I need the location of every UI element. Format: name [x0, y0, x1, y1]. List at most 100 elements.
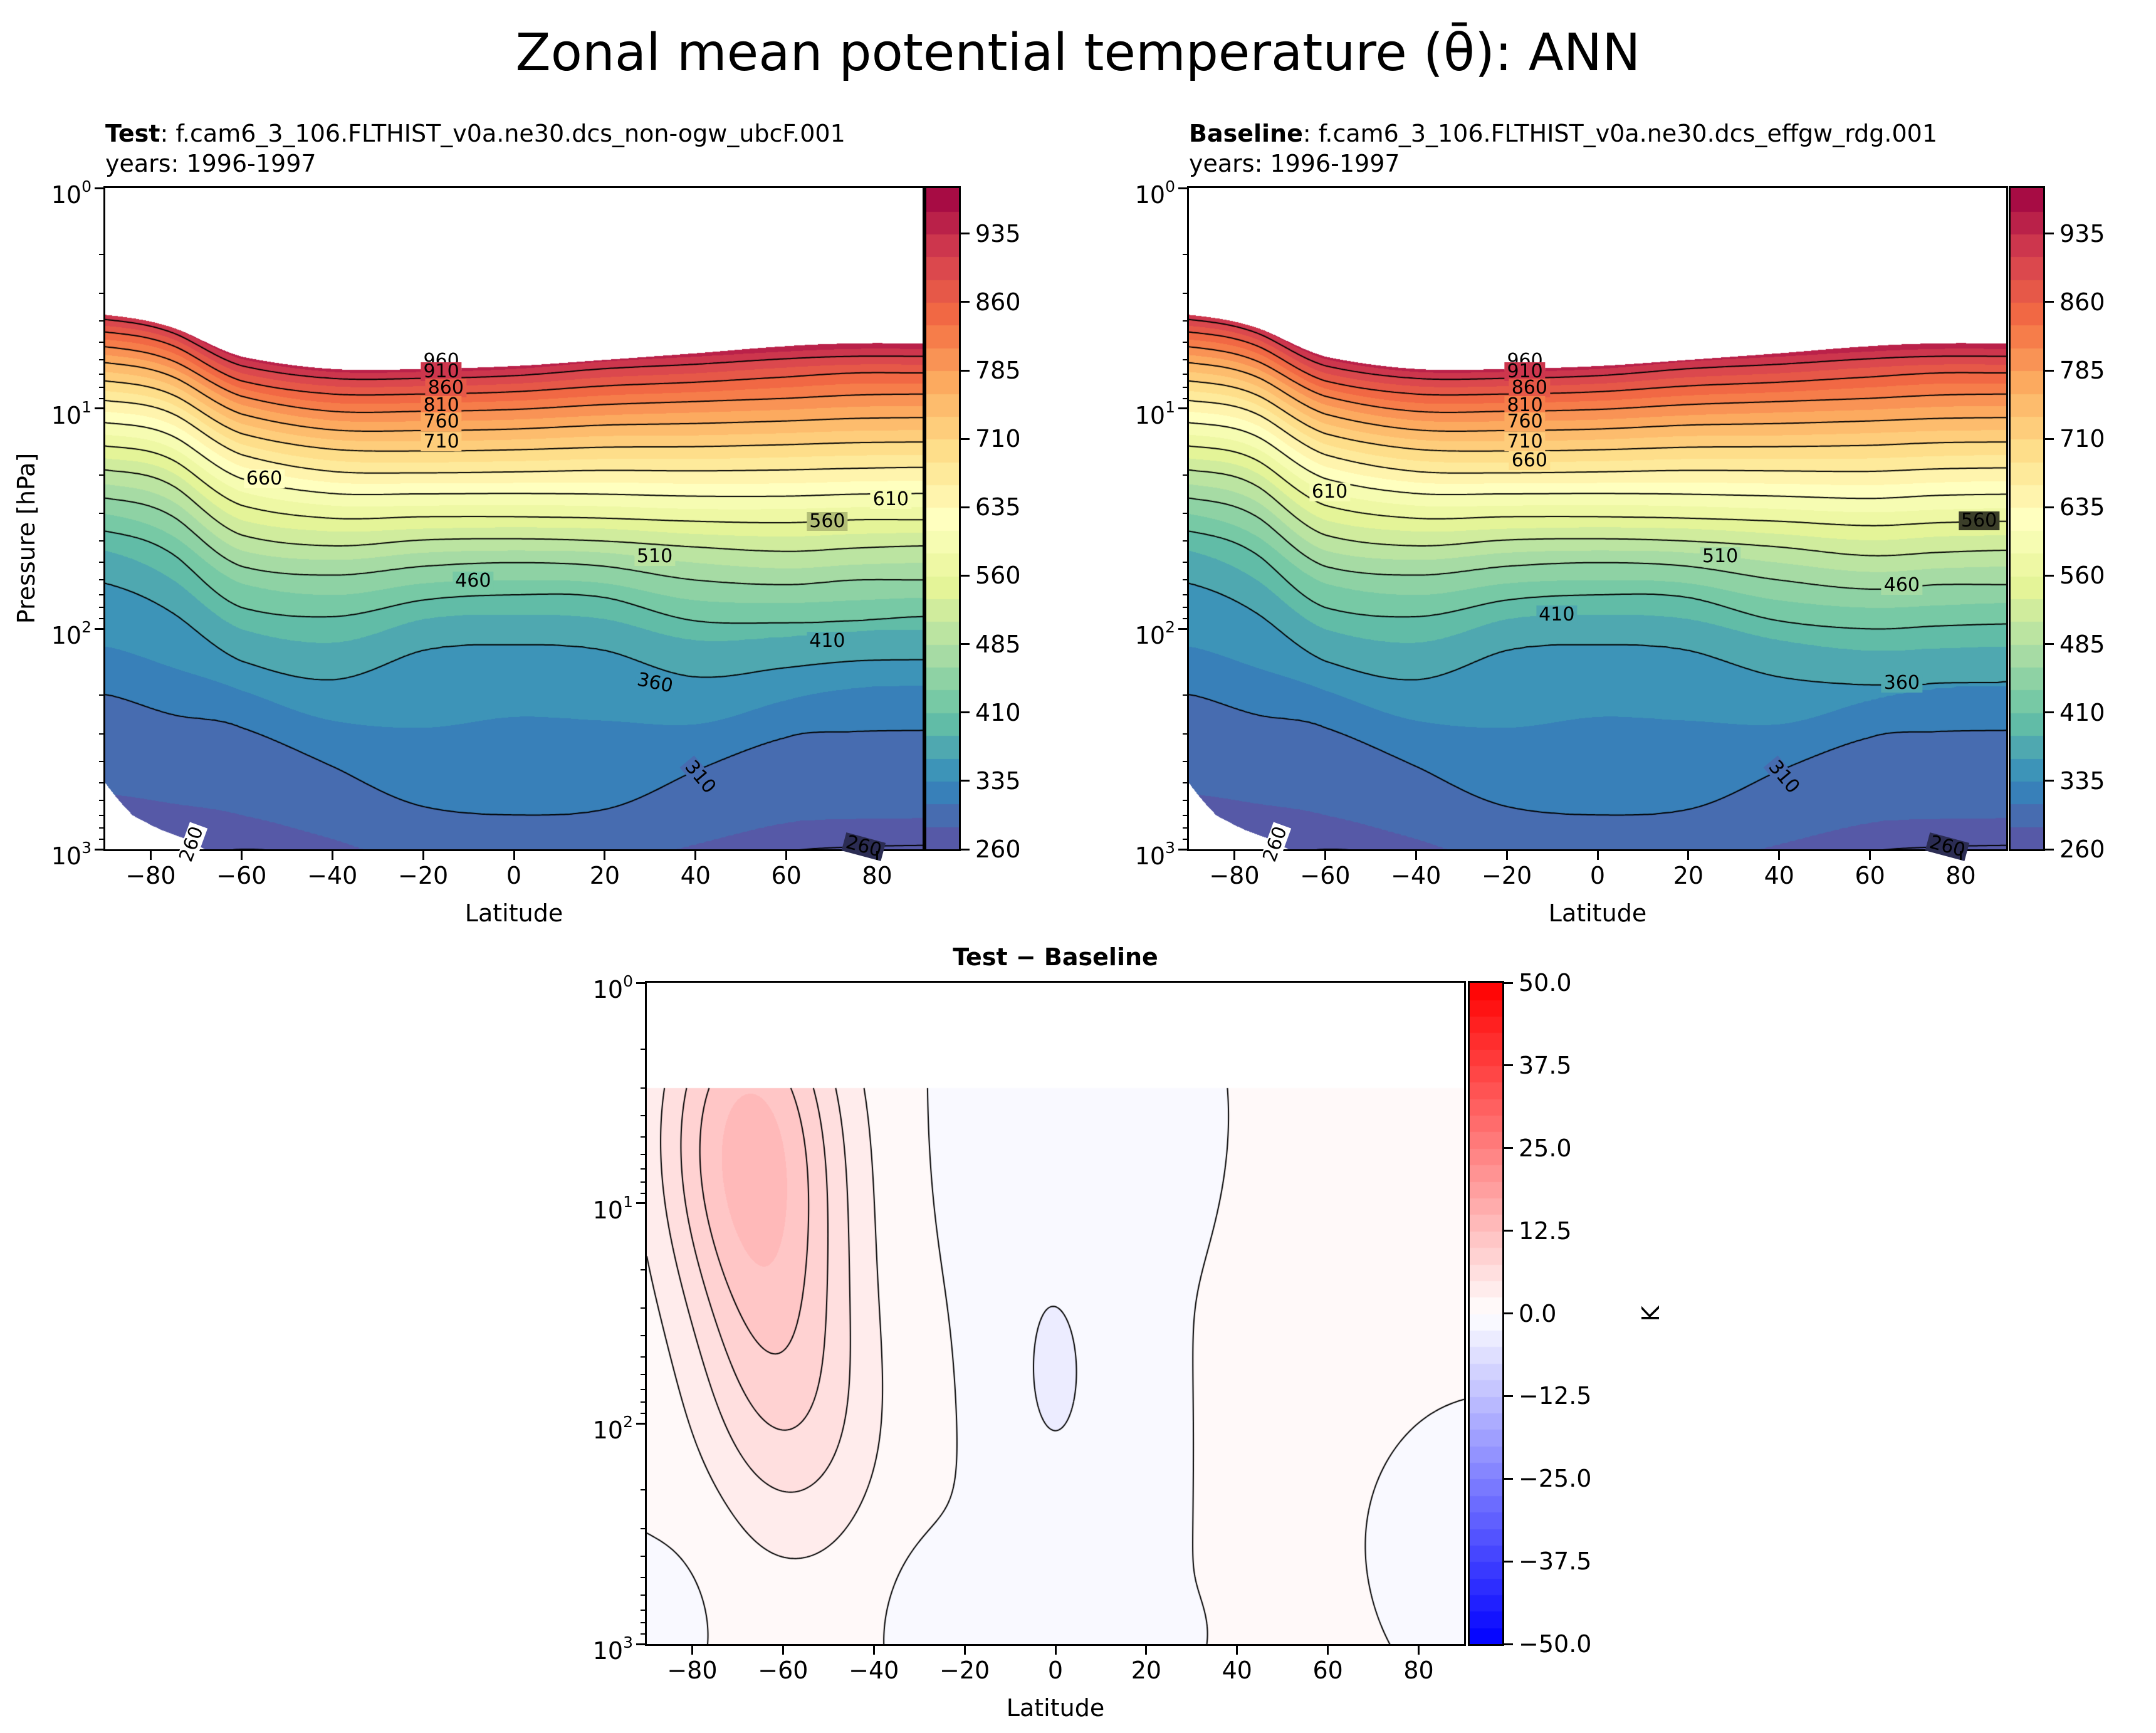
y-minor-tick: [641, 1528, 645, 1530]
contour-label: 660: [243, 469, 285, 489]
x-tick: [1324, 851, 1326, 860]
y-minor-tick: [1183, 341, 1187, 343]
y-minor-tick: [99, 827, 103, 829]
x-tick: [1778, 851, 1781, 860]
y-tick-label: 102: [1135, 615, 1175, 648]
y-minor-tick: [1183, 607, 1187, 609]
y-minor-tick: [641, 1489, 645, 1491]
x-axis-label: Latitude: [1548, 899, 1647, 927]
y-minor-tick: [641, 1556, 645, 1558]
test-case-name: : f.cam6_3_106.FLTHIST_v0a.ne30.dcs_non-…: [160, 120, 845, 147]
baseline-case-name: : f.cam6_3_106.FLTHIST_v0a.ne30.dcs_effg…: [1302, 120, 1938, 147]
colorbar-tick: [961, 643, 970, 646]
y-tick: [95, 407, 103, 410]
y-tick-label: 101: [51, 395, 92, 428]
y-tick-exponent: 2: [81, 618, 92, 637]
y-tick: [636, 1643, 645, 1645]
y-tick-base: 10: [592, 976, 624, 1003]
x-tick-label: −80: [1209, 862, 1260, 889]
x-tick-label: −60: [758, 1657, 808, 1684]
y-tick-label: 100: [51, 174, 92, 207]
colorbar-tick-label: 410: [2059, 698, 2105, 726]
y-tick: [95, 187, 103, 189]
y-minor-tick: [641, 1401, 645, 1403]
y-minor-tick: [641, 1136, 645, 1138]
difference-panel-title: Test − Baseline: [953, 943, 1158, 971]
y-minor-tick: [641, 1621, 645, 1623]
x-tick-label: 20: [1673, 862, 1704, 889]
x-tick: [872, 1646, 875, 1655]
y-tick-label: 101: [1135, 395, 1175, 428]
y-tick: [1178, 407, 1187, 410]
y-tick-exponent: 1: [81, 397, 92, 416]
colorbar-tick: [1504, 1643, 1513, 1645]
x-tick-label: 80: [1403, 1657, 1434, 1684]
y-tick-exponent: 0: [623, 972, 633, 990]
baseline-plot-area: [1187, 186, 2008, 851]
x-tick: [1960, 851, 1962, 860]
y-tick-label: 103: [593, 1630, 633, 1663]
colorbar-tick: [2045, 643, 2054, 646]
x-tick: [1869, 851, 1871, 860]
y-minor-tick: [1183, 694, 1187, 696]
x-tick-label: −20: [939, 1657, 990, 1684]
y-tick-exponent: 1: [623, 1192, 633, 1211]
contour-label: 560: [1958, 511, 2000, 531]
colorbar-tick: [961, 437, 970, 440]
y-minor-tick: [1183, 814, 1187, 816]
x-tick-label: 20: [589, 862, 620, 889]
x-tick: [1687, 851, 1690, 860]
y-minor-tick: [1183, 474, 1187, 476]
colorbar-tick: [1504, 1560, 1513, 1563]
y-tick-exponent: 2: [623, 1413, 633, 1432]
y-tick-label: 103: [51, 835, 92, 869]
x-tick: [1145, 1646, 1148, 1655]
y-minor-tick: [1183, 386, 1187, 388]
y-minor-tick: [99, 374, 103, 375]
y-tick-exponent: 3: [623, 1633, 633, 1652]
y-minor-tick: [99, 594, 103, 595]
colorbar-tick: [1504, 982, 1513, 984]
y-tick-exponent: 3: [1165, 839, 1175, 857]
difference-plot-area: [645, 981, 1466, 1646]
x-tick-label: 80: [1945, 862, 1976, 889]
y-tick-label: 102: [51, 615, 92, 648]
x-tick-label: −40: [849, 1657, 899, 1684]
x-tick-label: 60: [1855, 862, 1885, 889]
y-minor-tick: [641, 1356, 645, 1358]
y-minor-tick: [99, 253, 103, 255]
x-tick: [513, 851, 515, 860]
y-tick-exponent: 3: [81, 839, 92, 857]
y-tick-exponent: 0: [1165, 177, 1175, 196]
x-tick: [1236, 1646, 1238, 1655]
y-tick-label: 101: [593, 1190, 633, 1223]
contour-label: 560: [807, 511, 848, 531]
contour-label: 410: [807, 632, 848, 651]
x-tick-label: 80: [862, 862, 892, 889]
contour-label: 460: [453, 572, 494, 591]
test-years: years: 1996-1997: [105, 150, 317, 177]
x-tick-label: 0: [1047, 1657, 1064, 1684]
y-minor-tick: [99, 579, 103, 581]
y-minor-tick: [641, 1335, 645, 1337]
contour-label: 810: [421, 396, 462, 415]
y-minor-tick: [641, 1168, 645, 1170]
x-tick: [785, 851, 788, 860]
contour-label: 510: [1699, 547, 1741, 567]
y-tick: [1178, 627, 1187, 630]
colorbar-tick: [1504, 1147, 1513, 1149]
y-minor-tick: [1183, 594, 1187, 595]
colorbar-tick: [2045, 233, 2054, 235]
contour-label: 910: [421, 362, 462, 381]
colorbar-tick-label: 710: [975, 425, 1021, 453]
y-tick-base: 10: [51, 401, 82, 429]
x-tick: [691, 1646, 693, 1655]
y-minor-tick: [1183, 540, 1187, 542]
x-tick: [782, 1646, 784, 1655]
y-minor-tick: [99, 513, 103, 515]
colorbar-tick-label: 37.5: [1519, 1051, 1572, 1079]
x-tick-label: 0: [1589, 862, 1606, 889]
y-minor-tick: [1183, 733, 1187, 735]
y-minor-tick: [1183, 320, 1187, 322]
y-minor-tick: [1183, 359, 1187, 360]
